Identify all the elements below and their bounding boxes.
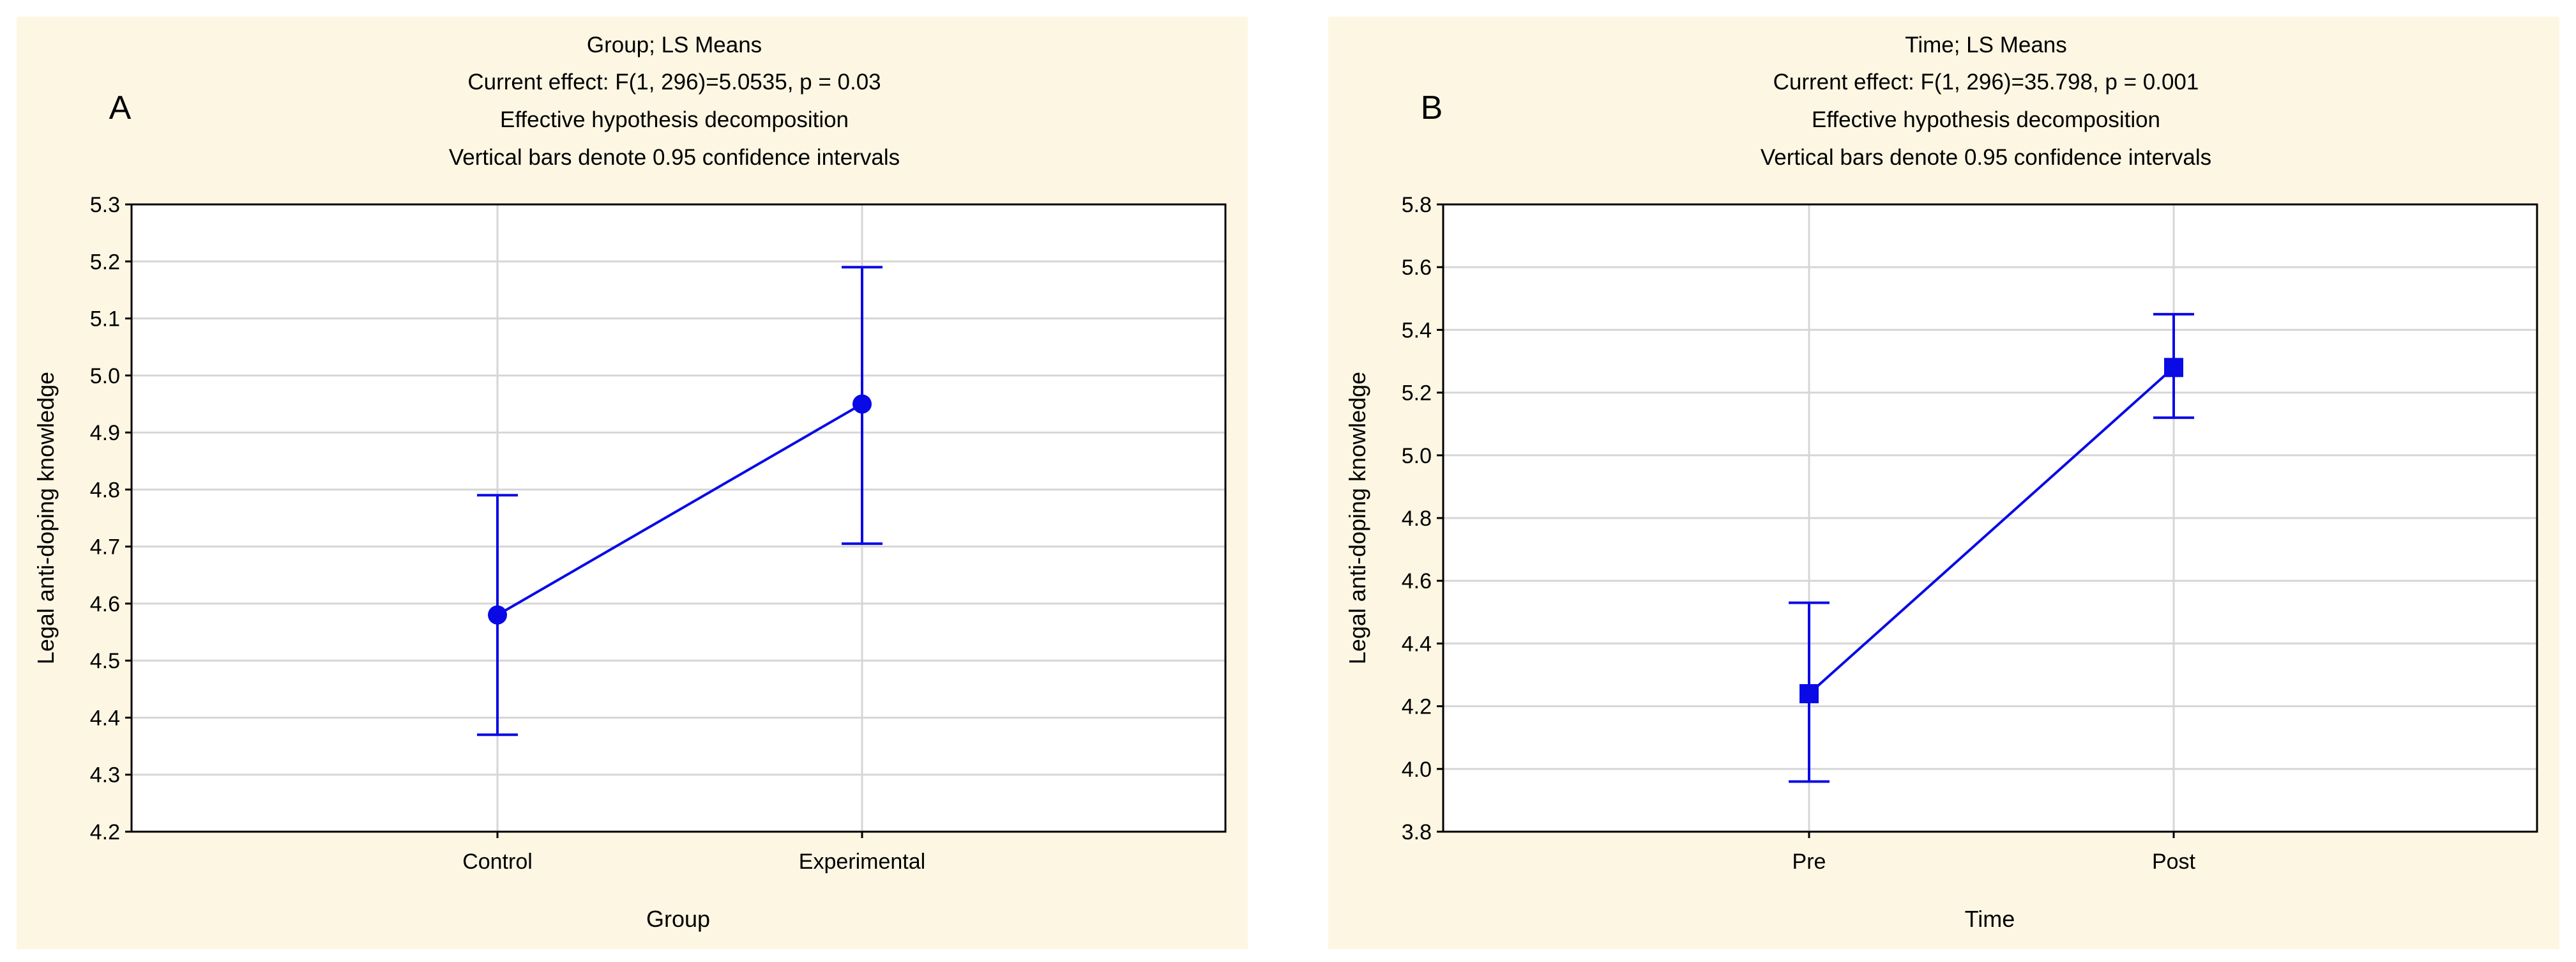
y-tick-label: 4.4	[90, 706, 120, 730]
y-tick-label: 5.6	[1402, 256, 1432, 280]
y-tick-label: 5.2	[90, 250, 120, 274]
data-point-post	[2164, 358, 2183, 378]
series-line	[1808, 366, 2175, 695]
x-axis-label: Time	[1965, 906, 2015, 932]
chart-title-line-4: Vertical bars denote 0.95 confidence int…	[449, 145, 900, 170]
y-tick-label: 4.3	[90, 763, 120, 788]
panel-letter: A	[109, 89, 132, 126]
y-tick-label: 4.8	[90, 478, 120, 502]
chart-a: Group; LS Means Current effect: F(1, 296)…	[33, 33, 1227, 932]
y-tick-label: 4.6	[90, 592, 120, 616]
y-tick-label: 4.2	[90, 820, 120, 844]
y-axis-label: Legal anti-doping knowledge	[33, 372, 59, 664]
data-point-control	[488, 605, 507, 625]
chart-title-line-1: Group; LS Means	[587, 33, 762, 57]
y-tick-label: 5.0	[1402, 444, 1432, 468]
x-tick-label: Experimental	[799, 850, 925, 874]
chart-title-line-2: Current effect: F(1, 296)=5.0535, p = 0.…	[467, 70, 881, 95]
y-tick-label: 5.3	[90, 193, 120, 217]
series-line	[496, 402, 863, 616]
y-tick-label: 5.4	[1402, 318, 1432, 342]
y-tick-label: 5.8	[1402, 193, 1432, 217]
plot-area	[130, 203, 1227, 833]
y-tick-label: 4.2	[1402, 695, 1432, 719]
chart-b: Time; LS Means Current effect: F(1, 296)=…	[1344, 33, 2538, 932]
y-tick-label: 4.4	[1402, 632, 1432, 656]
chart-title-line-3: Effective hypothesis decomposition	[500, 107, 849, 132]
y-axis-label: Legal anti-doping knowledge	[1344, 372, 1370, 664]
y-tick-label: 4.0	[1402, 758, 1432, 782]
x-axis-label: Group	[646, 906, 710, 932]
chart-title-line-2: Current effect: F(1, 296)=35.798, p = 0.…	[1773, 70, 2199, 95]
data-point-experimental	[852, 394, 872, 414]
x-tick-label: Pre	[1792, 850, 1826, 874]
y-tick-label: 4.7	[90, 535, 120, 560]
chart-panel-b: Time; LS Means Current effect: F(1, 296)=…	[1328, 17, 2559, 949]
y-tick-label: 5.2	[1402, 381, 1432, 406]
chart-panel-a: Group; LS Means Current effect: F(1, 296)…	[17, 17, 1248, 949]
plot-border	[1442, 203, 2538, 833]
x-tick-label: Post	[2152, 850, 2196, 874]
plot-border	[130, 203, 1227, 833]
y-tick-label: 4.8	[1402, 507, 1432, 531]
y-tick-label: 3.8	[1402, 820, 1432, 844]
y-tick-label: 4.6	[1402, 569, 1432, 593]
y-tick-label: 4.5	[90, 649, 120, 673]
chart-title-line-3: Effective hypothesis decomposition	[1812, 107, 2160, 132]
x-tick-label: Control	[462, 850, 533, 874]
panel-letter: B	[1421, 89, 1443, 126]
chart-title-line-4: Vertical bars denote 0.95 confidence int…	[1761, 145, 2211, 170]
y-tick-label: 5.0	[90, 364, 120, 388]
data-point-pre	[1799, 683, 1819, 703]
y-tick-label: 5.1	[90, 307, 120, 332]
chart-title-line-1: Time; LS Means	[1905, 33, 2067, 57]
y-tick-label: 4.9	[90, 421, 120, 445]
